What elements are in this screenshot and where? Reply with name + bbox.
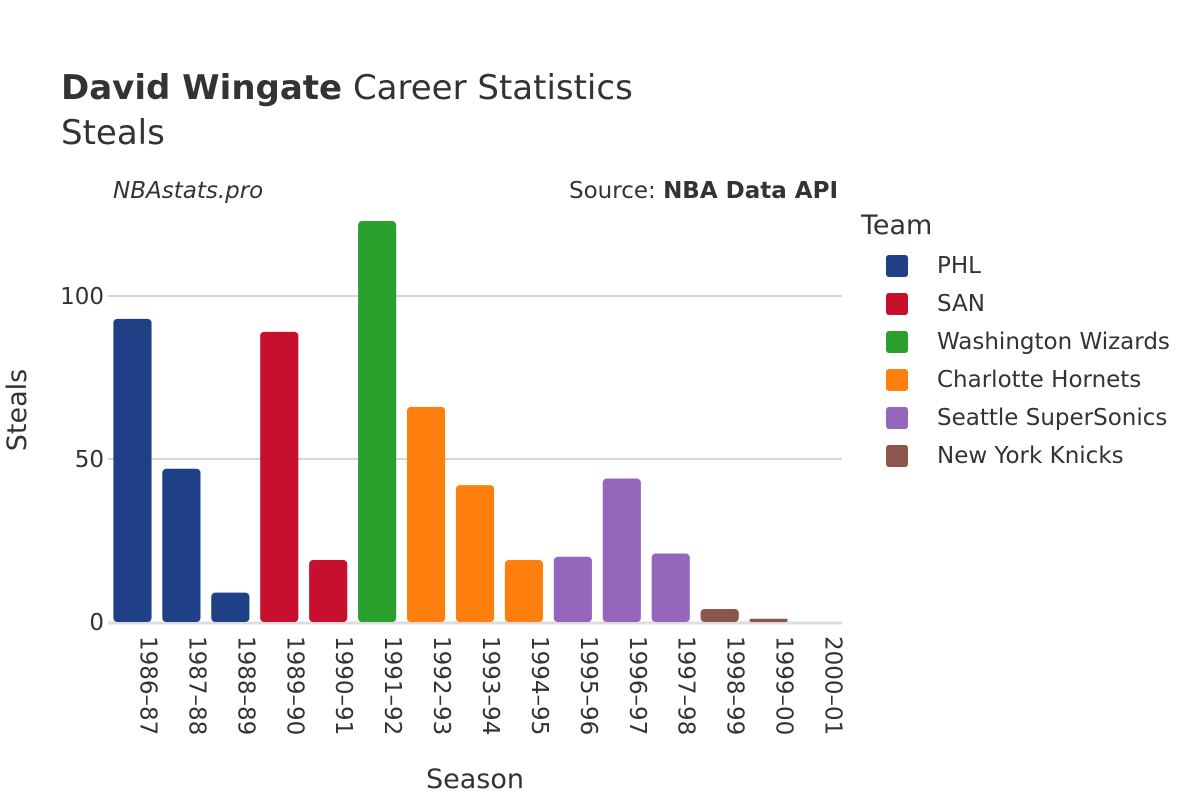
bar[interactable]: [162, 468, 201, 622]
bar[interactable]: [309, 560, 348, 622]
legend-label: Charlotte Hornets: [937, 367, 1142, 393]
source-prefix: Source:: [569, 178, 664, 204]
x-tick-label: 1994–95: [526, 636, 552, 735]
bar[interactable]: [700, 608, 739, 622]
legend-label: Seattle SuperSonics: [937, 405, 1168, 431]
source-name: NBA Data API: [663, 178, 838, 204]
bar[interactable]: [406, 406, 446, 622]
x-tick-label: 1998–99: [722, 636, 748, 735]
player-name: David Wingate: [61, 68, 343, 108]
y-tick-label: 0: [89, 610, 104, 636]
x-tick-label: 1986–87: [134, 636, 160, 735]
bar[interactable]: [553, 556, 592, 622]
bar[interactable]: [113, 318, 152, 622]
source-credit: Source: NBA Data API: [569, 178, 838, 204]
legend-label: Washington Wizards: [937, 329, 1170, 355]
bar[interactable]: [260, 331, 299, 622]
chart-title: David Wingate Career Statistics: [61, 68, 633, 108]
legend-title: Team: [861, 210, 933, 241]
x-tick-label: 1991–92: [379, 636, 405, 735]
x-tick-label: 1992–93: [428, 636, 454, 735]
legend-swatch: [886, 255, 908, 277]
x-tick-label: 1987–88: [183, 636, 209, 735]
x-axis-title: Season: [426, 764, 524, 795]
x-tick-label: 1996–97: [624, 636, 650, 735]
bar[interactable]: [211, 592, 250, 622]
legend-swatch: [886, 369, 908, 391]
bar[interactable]: [358, 221, 397, 622]
legend-swatch: [886, 445, 908, 467]
y-tick-label: 100: [60, 284, 104, 310]
bar[interactable]: [651, 553, 690, 622]
y-tick-label: 50: [75, 447, 104, 473]
brand-watermark: NBAstats.pro: [113, 178, 264, 204]
legend-label: New York Knicks: [937, 443, 1124, 469]
x-tick-label: 1993–94: [477, 636, 503, 735]
legend-swatch: [886, 407, 908, 429]
legend-swatch: [886, 331, 908, 353]
x-tick-label: 1999–00: [771, 636, 797, 735]
bar[interactable]: [602, 478, 641, 622]
x-tick-label: 2000–01: [820, 636, 846, 735]
bar[interactable]: [455, 485, 495, 622]
x-tick-label: 1990–91: [330, 636, 356, 735]
chart-subtitle: Steals: [61, 113, 165, 153]
x-tick-label: 1988–89: [232, 636, 258, 735]
bar[interactable]: [504, 560, 544, 622]
y-axis-title: Steals: [2, 369, 33, 451]
legend-label: PHL: [937, 253, 981, 279]
x-tick-label: 1995–96: [575, 636, 601, 735]
legend-swatch: [886, 293, 908, 315]
title-rest: Career Statistics: [352, 68, 633, 108]
x-tick-label: 1997–98: [673, 636, 699, 735]
legend-label: SAN: [937, 291, 985, 317]
x-tick-label: 1989–90: [281, 636, 307, 735]
bar[interactable]: [749, 618, 788, 622]
